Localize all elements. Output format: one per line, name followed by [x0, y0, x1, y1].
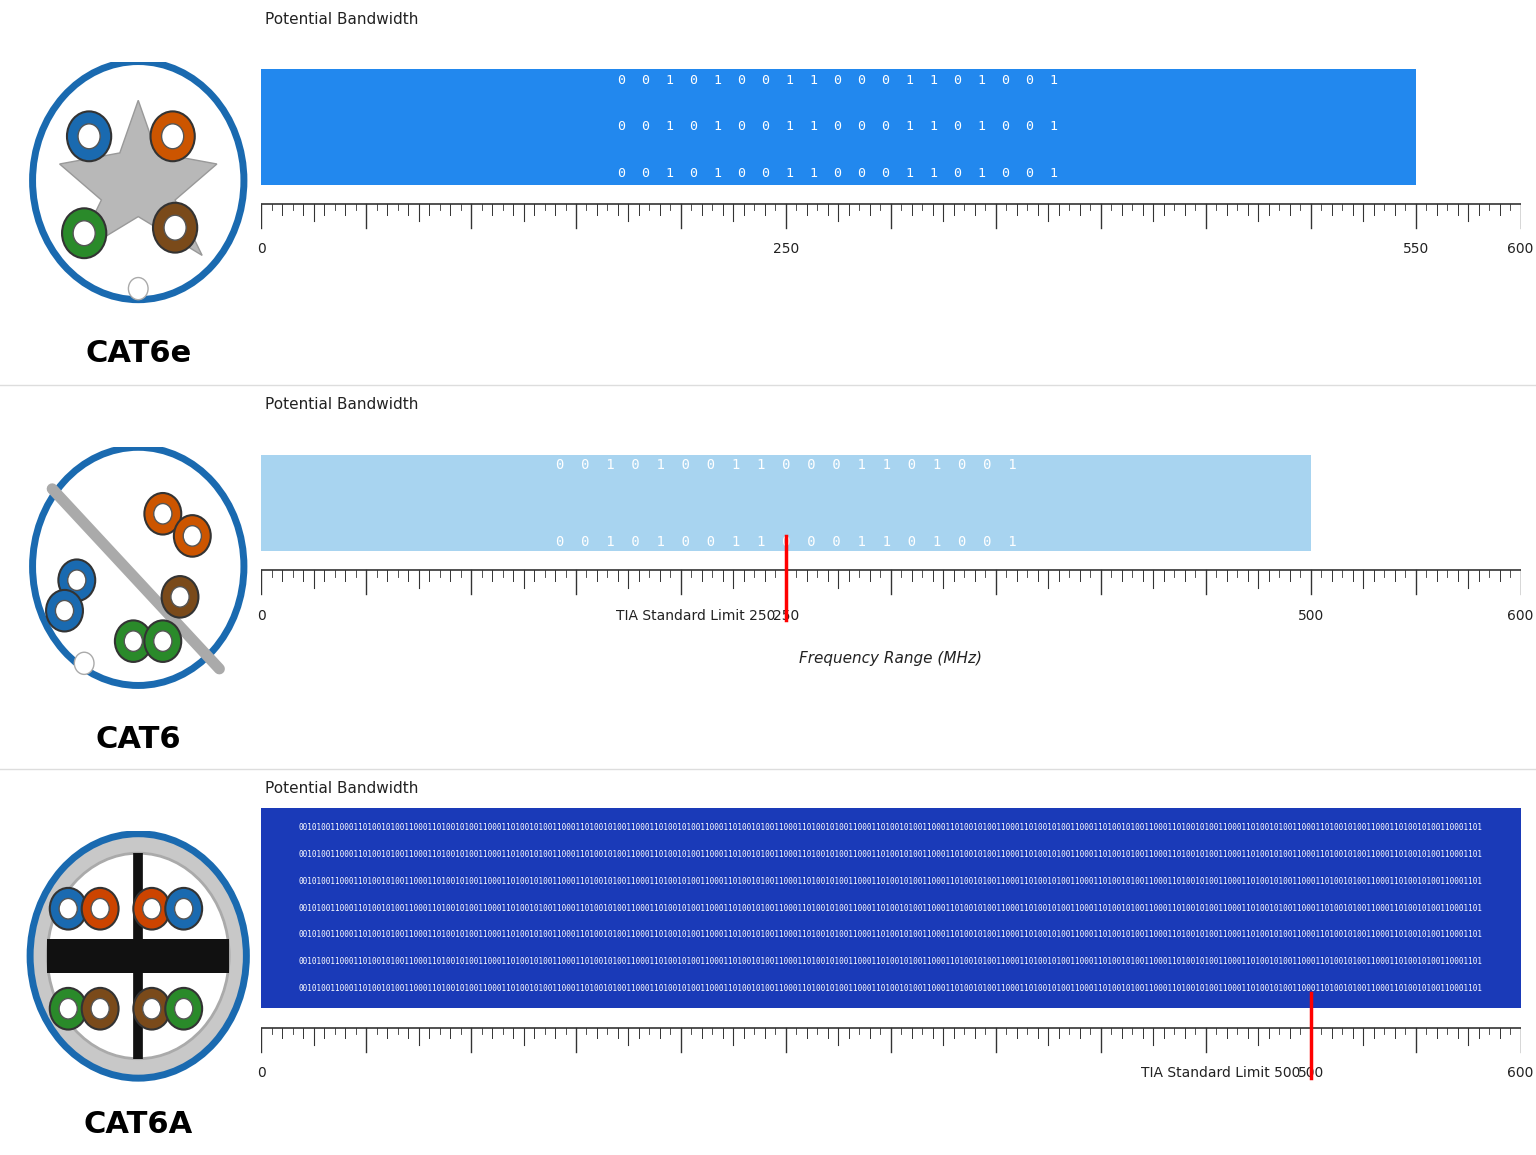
Text: 0  0  1  0  1  0  0  1  1  0  0  0  1  1  0  1  0  0  1: 0 0 1 0 1 0 0 1 1 0 0 0 1 1 0 1 0 0 1	[556, 535, 1017, 549]
Text: CAT6: CAT6	[95, 725, 181, 754]
Circle shape	[166, 988, 203, 1029]
Circle shape	[134, 988, 170, 1029]
Circle shape	[174, 515, 210, 557]
Circle shape	[154, 203, 197, 253]
FancyBboxPatch shape	[261, 455, 1310, 551]
Circle shape	[78, 124, 100, 149]
Text: 00101001100011010010100110001101001010011000110100101001100011010010100110001101: 0010100110001101001010011000110100101001…	[300, 903, 1482, 912]
Text: CAT6A: CAT6A	[83, 1110, 194, 1139]
Text: 250: 250	[773, 243, 799, 256]
Text: TIA Standard Limit 250: TIA Standard Limit 250	[616, 609, 776, 623]
Text: Potential Bandwidth: Potential Bandwidth	[266, 12, 419, 27]
Circle shape	[154, 631, 172, 651]
Bar	[48, 939, 229, 973]
Text: 250: 250	[773, 609, 799, 623]
Text: 600: 600	[1507, 243, 1534, 256]
Circle shape	[55, 601, 74, 621]
Text: 550: 550	[1402, 243, 1428, 256]
Text: 0  0  1  0  1  0  0  1  1  0  0  0  1  1  0  1  0  0  1: 0 0 1 0 1 0 0 1 1 0 0 0 1 1 0 1 0 0 1	[556, 457, 1017, 471]
Text: 600: 600	[1507, 1066, 1534, 1080]
Circle shape	[134, 888, 170, 930]
FancyBboxPatch shape	[261, 69, 1416, 185]
Circle shape	[58, 559, 95, 601]
Circle shape	[170, 587, 189, 608]
Circle shape	[164, 215, 186, 240]
Text: 00101001100011010010100110001101001010011000110100101001100011010010100110001101: 0010100110001101001010011000110100101001…	[300, 824, 1482, 833]
Circle shape	[151, 111, 195, 162]
Text: Frequency Range (MHz): Frequency Range (MHz)	[799, 651, 983, 666]
Circle shape	[74, 653, 94, 675]
Text: 0: 0	[257, 243, 266, 256]
Circle shape	[31, 834, 246, 1078]
Circle shape	[175, 899, 194, 919]
Text: 00101001100011010010100110001101001010011000110100101001100011010010100110001101: 0010100110001101001010011000110100101001…	[300, 984, 1482, 993]
Circle shape	[115, 620, 152, 662]
Circle shape	[61, 208, 106, 259]
Circle shape	[74, 221, 95, 246]
Circle shape	[144, 493, 181, 535]
Circle shape	[49, 988, 86, 1029]
Circle shape	[49, 888, 86, 930]
Circle shape	[91, 998, 109, 1019]
Text: 00101001100011010010100110001101001010011000110100101001100011010010100110001101: 0010100110001101001010011000110100101001…	[300, 957, 1482, 966]
Circle shape	[68, 111, 111, 162]
Circle shape	[129, 277, 147, 299]
Circle shape	[166, 888, 203, 930]
Text: 00101001100011010010100110001101001010011000110100101001100011010010100110001101: 0010100110001101001010011000110100101001…	[300, 850, 1482, 859]
Circle shape	[144, 620, 181, 662]
Circle shape	[81, 988, 118, 1029]
Circle shape	[161, 576, 198, 618]
Circle shape	[183, 526, 201, 546]
Circle shape	[143, 998, 161, 1019]
Text: 0  0  1  0  1  0  0  1  1  0  0  0  1  1  0  1  0  0  1: 0 0 1 0 1 0 0 1 1 0 0 0 1 1 0 1 0 0 1	[619, 120, 1058, 134]
Circle shape	[58, 998, 77, 1019]
Circle shape	[46, 590, 83, 632]
Circle shape	[175, 998, 194, 1019]
Text: 00101001100011010010100110001101001010011000110100101001100011010010100110001101: 0010100110001101001010011000110100101001…	[300, 931, 1482, 939]
Text: Potential Bandwidth: Potential Bandwidth	[266, 397, 419, 412]
Text: 00101001100011010010100110001101001010011000110100101001100011010010100110001101: 0010100110001101001010011000110100101001…	[300, 877, 1482, 886]
Text: 0: 0	[257, 609, 266, 623]
Circle shape	[143, 899, 161, 919]
Text: 0: 0	[257, 1066, 266, 1080]
Text: Potential Bandwidth: Potential Bandwidth	[266, 781, 419, 796]
Text: 600: 600	[1507, 609, 1534, 623]
Text: 500: 500	[1298, 1066, 1324, 1080]
Circle shape	[81, 888, 118, 930]
Circle shape	[58, 899, 77, 919]
Text: 0  0  1  0  1  0  0  1  1  0  0  0  1  1  0  1  0  0  1: 0 0 1 0 1 0 0 1 1 0 0 0 1 1 0 1 0 0 1	[619, 74, 1058, 88]
Text: TIA Standard Limit 500: TIA Standard Limit 500	[1141, 1066, 1299, 1080]
Text: 500: 500	[1298, 609, 1324, 623]
Text: CAT6e: CAT6e	[84, 340, 192, 368]
Circle shape	[161, 124, 184, 149]
Circle shape	[68, 569, 86, 590]
Circle shape	[91, 899, 109, 919]
FancyBboxPatch shape	[261, 807, 1521, 1008]
Circle shape	[154, 504, 172, 524]
Polygon shape	[60, 100, 217, 255]
Circle shape	[124, 631, 143, 651]
Text: 0  0  1  0  1  0  0  1  1  0  0  0  1  1  0  1  0  0  1: 0 0 1 0 1 0 0 1 1 0 0 0 1 1 0 1 0 0 1	[619, 166, 1058, 179]
Circle shape	[48, 854, 229, 1059]
